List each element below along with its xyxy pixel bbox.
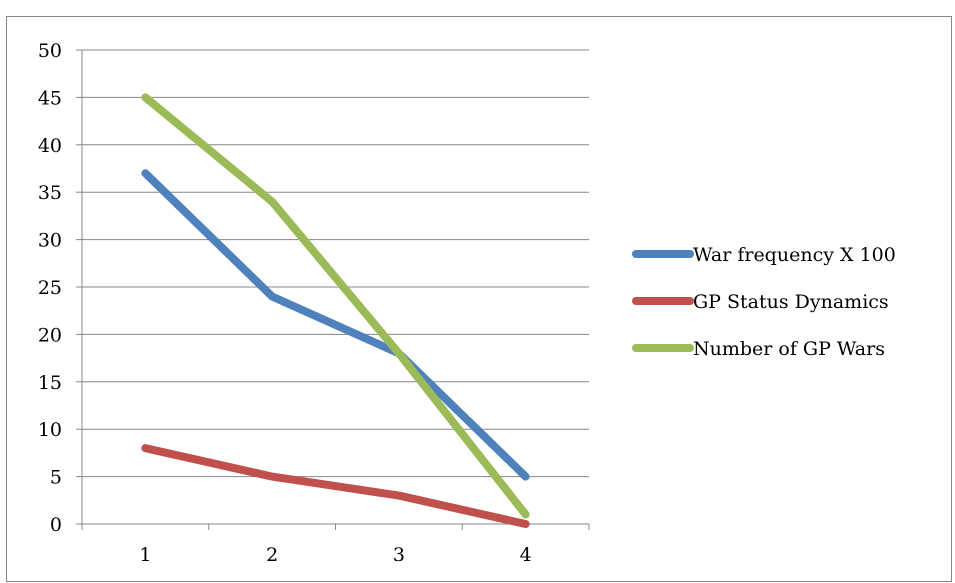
ytick-label: 20 — [38, 324, 62, 346]
legend-label-1: War frequency X 100 — [693, 244, 896, 266]
ytick-label: 5 — [50, 467, 62, 489]
legend: War frequency X 100 GP Status Dynamics Num… — [632, 244, 896, 360]
xtick-label: 1 — [139, 544, 151, 566]
ytick-label: 25 — [38, 277, 62, 299]
xtick-label: 4 — [520, 544, 532, 566]
ytick-label: 40 — [38, 135, 62, 157]
ytick-label: 15 — [38, 372, 62, 394]
ytick-label: 45 — [38, 87, 62, 109]
axes: 0 5 10 15 20 25 30 35 40 45 50 1 2 3 4 — [38, 40, 590, 566]
legend-label-3: Number of GP Wars — [693, 338, 885, 360]
ytick-label: 35 — [38, 182, 62, 204]
series-line-1 — [141, 169, 530, 481]
ytick-label: 30 — [38, 230, 62, 252]
series-line-2 — [141, 444, 530, 528]
ytick-label: 10 — [38, 419, 62, 441]
legend-label-2: GP Status Dynamics — [693, 291, 889, 313]
xtick-label: 3 — [393, 544, 405, 566]
series-lines — [141, 93, 530, 528]
gridlines — [82, 49, 589, 478]
xtick-label: 2 — [266, 544, 278, 566]
ytick-label: 50 — [38, 40, 62, 62]
series-line-3 — [141, 93, 530, 519]
ytick-label: 0 — [50, 514, 62, 536]
